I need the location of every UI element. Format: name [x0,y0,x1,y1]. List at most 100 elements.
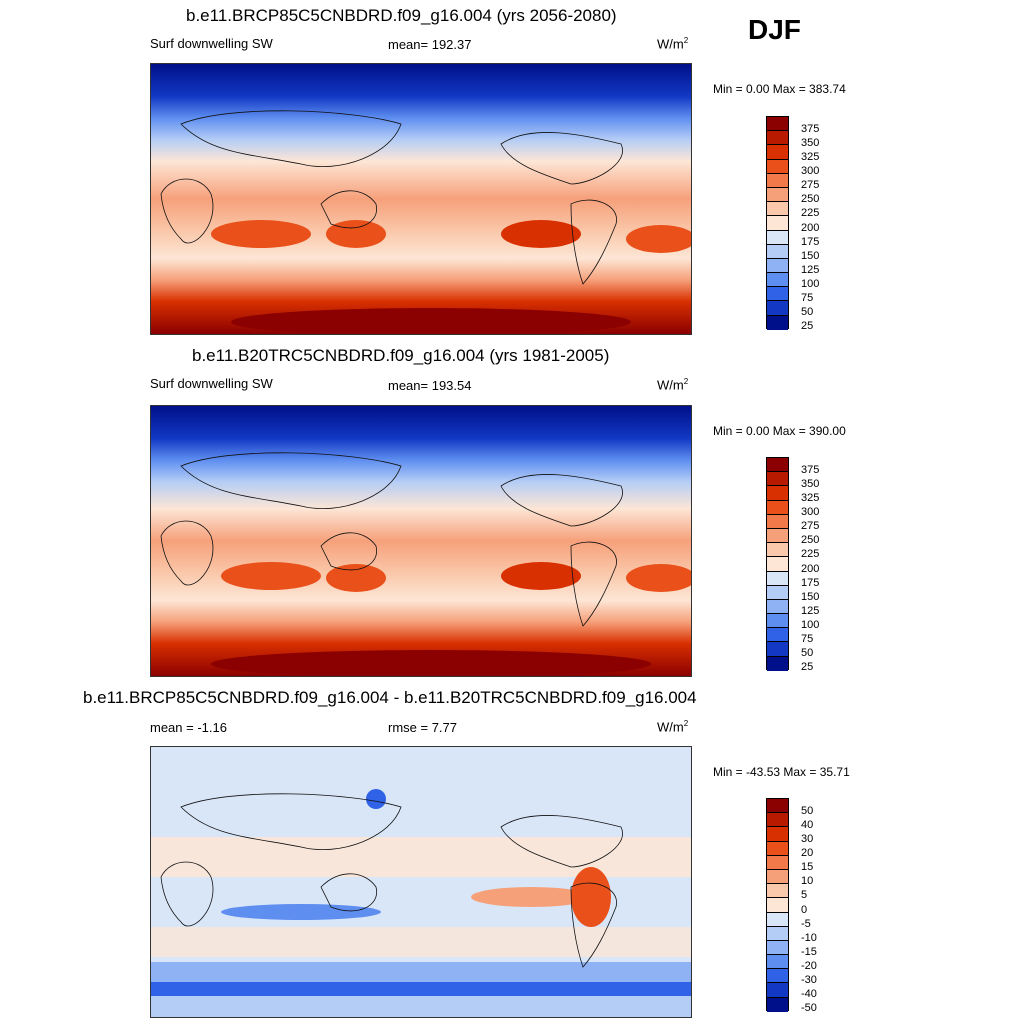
cbar-1-label: 25 [801,320,814,332]
panel-2-max-antarctic [211,650,651,676]
panel-3-coastlines [160,793,623,968]
coast-eurasia [180,793,402,850]
coast-australia [320,190,377,229]
panel-1-max-australia [326,220,386,248]
cbar-3-label: -20 [801,960,817,972]
panel-3-map-plot [151,747,691,1017]
cbar-2-label: 300 [801,506,820,518]
panel-1-max-pacific [501,220,581,248]
cbar-1-label: 150 [801,250,820,262]
cbar-2-label: 175 [801,577,820,589]
cbar-1-label: 175 [801,236,820,248]
panel-2-max-pacific [501,562,581,590]
panel-2-max-atlantic [626,564,691,592]
season-label: DJF [748,14,801,45]
cbar-2-label: 100 [801,619,820,631]
cbar-1-label: 225 [801,207,820,219]
cbar-1-label: 375 [801,123,820,135]
coast-australia [320,532,377,571]
panel-2-minmax: Min = 0.00 Max = 390.00 [713,424,846,438]
cbar-2-label: 125 [801,605,820,617]
cbar-1-label: 50 [801,306,814,318]
cbar-2-label: 50 [801,647,814,659]
cbar-2-label: 25 [801,661,814,673]
cbar-3-label: -40 [801,988,817,1000]
cbar-2-label: 250 [801,534,820,546]
cbar-2-label: 275 [801,520,820,532]
coast-eurasia [180,110,402,167]
coast-south-america [570,199,617,285]
panel-1-colorbar [766,116,789,330]
cbar-2-label: 75 [801,633,814,645]
cbar-2-label: 325 [801,492,820,504]
panel-3-colorbar [766,798,789,1012]
panel-1-max-indian [211,220,311,248]
coast-north-america [500,474,623,527]
panel-2-variable-label: Surf downwelling SW [150,376,273,391]
coast-south-america [570,882,617,968]
panel-1-title: b.e11.BRCP85C5CNBDRD.f09_g16.004 (yrs 20… [186,6,617,25]
panel-2-colorbar [766,457,789,671]
cbar-3-label: 50 [801,805,814,817]
cbar-1-label: 350 [801,137,820,149]
panel-3-pos-pacific [471,887,591,907]
cbar-3-label: 40 [801,819,814,831]
panel-1-max-atlantic [626,225,691,253]
cbar-1-label: 300 [801,165,820,177]
panel-3-rmse-label: rmse = 7.77 [388,720,458,735]
cbar-3-label: -5 [801,918,811,930]
cbar-1-label: 75 [801,292,814,304]
panel-2-max-indian [221,562,321,590]
cbar-1-label: 100 [801,278,820,290]
coast-north-america [500,132,623,185]
panel-2-field [151,406,691,676]
panel-3-units: W/m2 [657,719,689,735]
cbar-2-label: 200 [801,563,820,575]
coast-africa [160,861,214,927]
cbar-3-label: 20 [801,847,814,859]
panel-1-units: W/m2 [657,36,689,52]
cbar-1-label: 325 [801,151,820,163]
panel-3-title: b.e11.BRCP85C5CNBDRD.f09_g16.004 - b.e11… [83,688,697,707]
panel-3-mean-label: mean = -1.16 [150,720,227,735]
cbar-1-label: 200 [801,222,820,234]
cbar-2-label: 150 [801,591,820,603]
panel-2-max-australia [326,564,386,592]
panel-1-minmax: Min = 0.00 Max = 383.74 [713,82,846,96]
panel-1-variable-label: Surf downwelling SW [150,36,273,51]
coast-africa [160,520,214,586]
panel-1-mean-label: mean= 192.37 [388,37,472,52]
cbar-3-label: 0 [801,904,808,916]
cbar-3-label: 10 [801,875,814,887]
panel-3-neg-japan [366,789,386,809]
panel-3-map [150,746,692,1018]
coast-eurasia [180,452,402,509]
panel-2-mean-label: mean= 193.54 [388,378,472,393]
coast-north-america [500,815,623,868]
coast-south-america [570,541,617,627]
panel-1-max-antarctic [231,308,631,334]
panel-1-field [151,64,691,334]
cbar-1-label: 250 [801,193,820,205]
panel-3-minmax: Min = -43.53 Max = 35.71 [713,765,850,779]
cbar-1-label: 275 [801,179,820,191]
cbar-3-label: 30 [801,833,814,845]
panel-1-map-plot [151,64,691,334]
panel-2-map [150,405,692,677]
coast-africa [160,178,214,244]
cbar-1-label: 125 [801,264,820,276]
cbar-2-label: 225 [801,548,820,560]
panel-2-units: W/m2 [657,377,689,393]
panel-2-map-plot [151,406,691,676]
coast-australia [320,873,377,912]
cbar-3-label: 15 [801,861,814,873]
cbar-3-label: 5 [801,889,808,901]
cbar-3-label: -50 [801,1002,817,1014]
cbar-3-label: -30 [801,974,817,986]
panel-1-coastlines [160,110,623,285]
panel-1-map [150,63,692,335]
panel-2-coastlines [160,452,623,627]
panel-3-neg-indian [221,904,381,920]
panel-2-title: b.e11.B20TRC5CNBDRD.f09_g16.004 (yrs 198… [192,346,610,365]
cbar-2-label: 375 [801,464,820,476]
